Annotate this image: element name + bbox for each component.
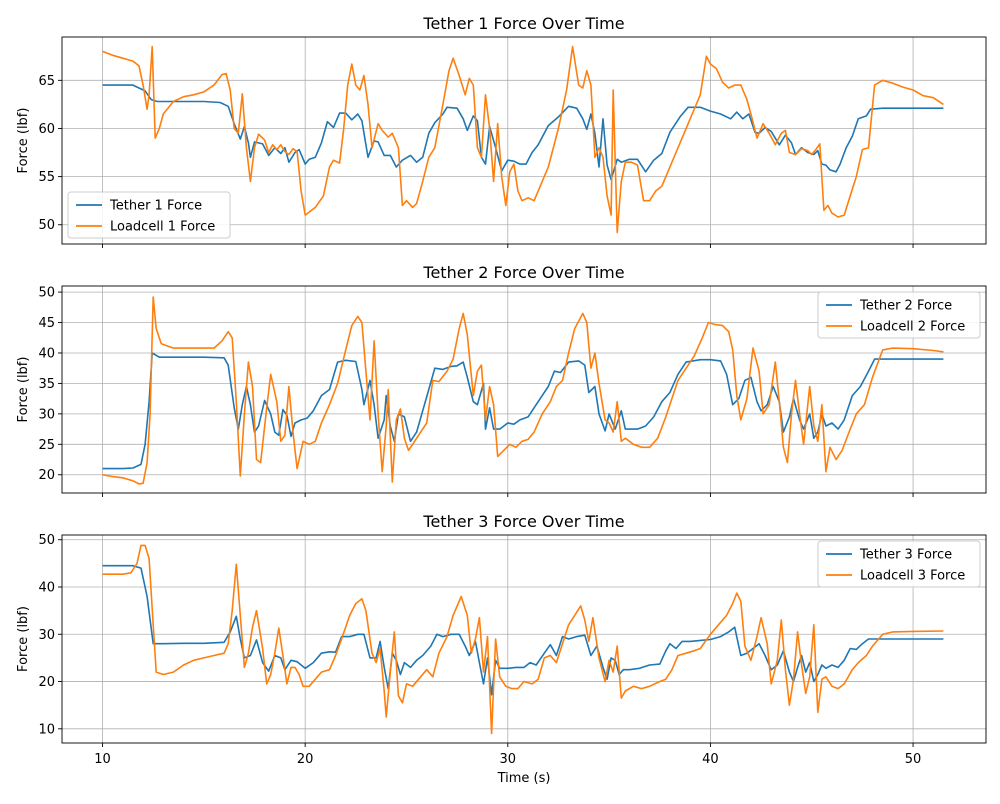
legend-box [67,191,231,239]
y-tick-label: 10 [38,722,55,737]
series-line-tether [102,84,944,181]
series-line-loadcell [102,544,944,735]
y-tick-label: 60 [38,122,55,137]
legend-label: Loadcell 2 Force [860,320,965,335]
y-tick-label: 45 [38,316,55,331]
legend-label: Tether 2 Force [859,299,952,314]
y-tick-label: 40 [38,346,55,361]
y-tick-label: 65 [38,74,55,89]
y-axis-label: Force (lbf) [16,357,31,423]
y-axis-label: Force (lbf) [16,108,31,174]
y-tick-label: 35 [38,377,55,392]
x-tick-label: 10 [94,752,111,767]
legend: Tether 3 Force Loadcell 3 Force [817,540,981,588]
axes-frame [61,534,987,744]
subplot-1: 50 55 60 65 Tether 1 Force Over Time Force (l… [16,14,987,248]
series-line-loadcell [102,45,944,234]
series-line-tether [102,352,944,470]
chart-title: Tether 3 Force Over Time [422,512,624,531]
series-line-tether [102,564,944,696]
y-tick-label: 20 [38,468,55,483]
legend-label: Tether 1 Force [109,199,202,214]
x-tick-label: 50 [905,752,922,767]
y-tick-label: 50 [38,218,55,233]
series-line-loadcell [102,296,944,485]
legend-box [817,540,981,588]
legend: Tether 1 Force Loadcell 1 Force [67,191,231,239]
subplot-2: 20 25 30 35 40 45 50 Tether 2 Force Over Time Fo… [16,263,987,497]
legend-box [817,291,981,339]
legend-label: Loadcell 3 Force [860,569,965,584]
legend: Tether 2 Force Loadcell 2 Force [817,291,981,339]
x-tick-label: 20 [297,752,314,767]
y-tick-label: 50 [38,286,55,301]
chart-title: Tether 1 Force Over Time [422,14,624,33]
x-axis-label: Time (s) [497,771,551,786]
axes-frame [61,285,987,494]
axes-frame [61,36,987,245]
y-tick-label: 55 [38,170,55,185]
x-tick-label: 40 [702,752,719,767]
y-tick-label: 30 [38,628,55,643]
chart-title: Tether 2 Force Over Time [422,263,624,282]
x-tick-label: 30 [500,752,517,767]
y-tick-label: 40 [38,581,55,596]
y-tick-label: 50 [38,533,55,548]
y-tick-label: 20 [38,675,55,690]
y-tick-label: 30 [38,407,55,422]
subplot-3: 10 20 30 40 50 10 20 30 40 50 Tether 3 Force Over … [16,512,987,767]
y-axis-label: Force (lbf) [16,606,31,672]
y-tick-label: 25 [38,438,55,453]
legend-label: Tether 3 Force [859,548,952,563]
legend-label: Loadcell 1 Force [110,220,215,235]
